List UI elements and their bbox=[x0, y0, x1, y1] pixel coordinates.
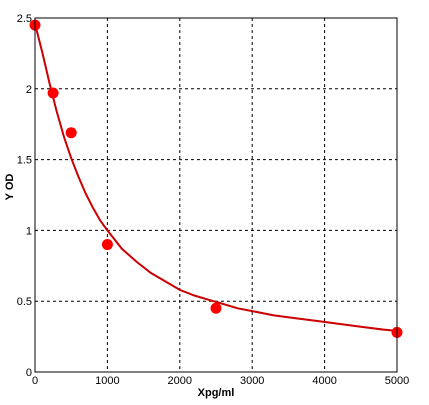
data-point bbox=[210, 302, 222, 314]
x-tick-label: 4000 bbox=[312, 375, 336, 387]
plot-frame bbox=[34, 17, 398, 373]
grid bbox=[35, 18, 397, 372]
y-tick-labels: 0 0.5 1 1.5 2 2.5 bbox=[17, 13, 32, 379]
y-tick-label: 0.5 bbox=[17, 296, 32, 308]
fitted-curve-layer bbox=[34, 23, 398, 332]
data-point bbox=[47, 87, 59, 99]
x-tick-label: 3000 bbox=[240, 375, 264, 387]
data-points bbox=[29, 19, 403, 338]
x-tick-label: 1000 bbox=[95, 375, 119, 387]
data-point bbox=[65, 127, 77, 139]
x-tick-label: 0 bbox=[32, 375, 38, 387]
y-tick-label: 1.5 bbox=[17, 155, 32, 167]
data-point bbox=[101, 239, 113, 251]
x-tick-labels: 0 1000 2000 3000 4000 5000 bbox=[32, 375, 409, 387]
y-tick-label: 0 bbox=[26, 367, 32, 379]
y-tick-label: 1 bbox=[26, 225, 32, 237]
x-tick-label: 2000 bbox=[168, 375, 192, 387]
y-tick-label: 2.5 bbox=[17, 13, 32, 25]
y-axis-label: Y OD bbox=[4, 174, 16, 201]
y-tick-label: 2 bbox=[26, 84, 32, 96]
fitted-curve-line bbox=[34, 23, 398, 332]
x-axis-label: Xpg/ml bbox=[198, 387, 235, 399]
x-tick-label: 5000 bbox=[385, 375, 409, 387]
